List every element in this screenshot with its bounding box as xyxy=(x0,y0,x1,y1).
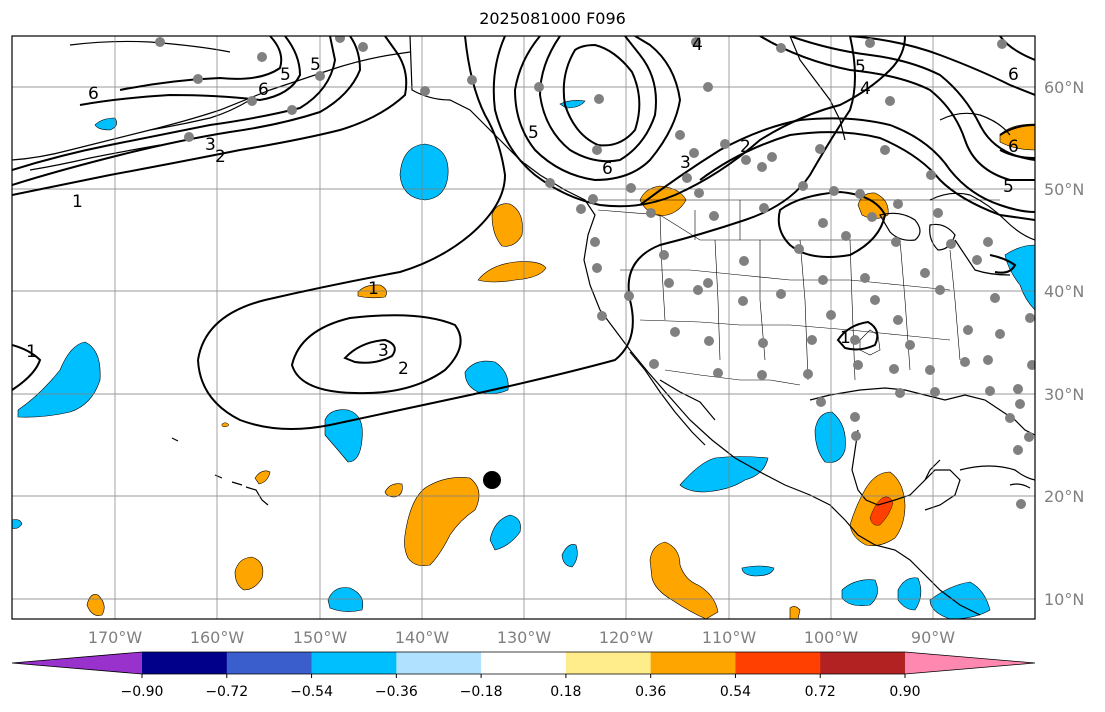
contour-label: 5 xyxy=(310,55,321,75)
colorbar-bin xyxy=(396,652,482,674)
colorbar-bin xyxy=(735,652,821,674)
contour-label: 1 xyxy=(840,328,851,348)
contour-label: 5 xyxy=(280,65,291,85)
lon-label: 140°W xyxy=(395,628,450,647)
contour-label: 4 xyxy=(692,35,703,55)
colorbar-tick-label: 0.72 xyxy=(805,684,836,700)
colorbar-bin xyxy=(226,652,313,674)
positive-anomaly-region xyxy=(491,203,523,247)
lat-label: 30°N xyxy=(1044,385,1084,404)
lon-label: 150°W xyxy=(293,628,348,647)
contour-label: 2 xyxy=(398,359,409,379)
negative-anomaly-region xyxy=(324,409,363,463)
colorbar-tick-label: −0.36 xyxy=(375,684,418,700)
latitude-labels: 60°N 50°N 40°N 30°N 20°N 10°N xyxy=(1044,78,1084,609)
negative-anomaly-region xyxy=(929,581,991,619)
station-markers xyxy=(155,36,1035,509)
colorbar-tick-label: −0.90 xyxy=(121,684,164,700)
storm-position-marker xyxy=(483,471,501,489)
negative-anomaly-region xyxy=(12,519,23,529)
negative-anomaly-region xyxy=(741,565,775,577)
colorbar-bin xyxy=(820,652,906,674)
contour-label: 1 xyxy=(368,279,379,299)
contour-label: 1 xyxy=(72,192,83,212)
map-frame xyxy=(11,35,1036,620)
contour-label: 5 xyxy=(855,57,866,77)
negative-anomaly-region xyxy=(561,544,578,568)
colorbar-bin xyxy=(481,652,567,674)
colorbar-tick-label: 0.90 xyxy=(889,684,920,700)
strong-positive-anomaly-region xyxy=(869,496,894,526)
contour-label: 3 xyxy=(378,341,389,361)
contour-label: 1 xyxy=(26,342,37,362)
contour-label: 6 xyxy=(1008,65,1019,85)
lon-label: 120°W xyxy=(599,628,654,647)
lat-label: 10°N xyxy=(1044,590,1084,609)
colorbar-bin xyxy=(142,652,228,674)
contour-labels: 6 5 3 2 1 1 1 3 2 4 5 6 2 3 6 5 4 5 6 6 … xyxy=(26,35,1019,379)
negative-anomaly-region xyxy=(94,117,117,131)
colorbar-bin xyxy=(565,652,652,674)
positive-anomaly-region xyxy=(649,541,719,619)
colorbar-tick-label: −0.72 xyxy=(205,684,248,700)
negative-anomaly-region xyxy=(327,587,364,612)
lat-label: 20°N xyxy=(1044,487,1084,506)
negative-anomaly-region xyxy=(464,360,509,394)
colorbar-bin xyxy=(12,652,142,674)
positive-anomaly-region xyxy=(254,470,271,485)
contour-label: 3 xyxy=(680,153,691,173)
anomaly-fills xyxy=(12,100,1035,619)
negative-anomaly-region xyxy=(897,577,922,611)
colorbar-tick-label: −0.18 xyxy=(460,684,503,700)
positive-anomaly-region xyxy=(86,594,105,616)
contour-label: 4 xyxy=(860,79,871,99)
lon-label: 100°W xyxy=(804,628,859,647)
positive-anomaly-region xyxy=(221,422,230,428)
lon-label: 160°W xyxy=(190,628,245,647)
lon-label: 110°W xyxy=(702,628,757,647)
colorbar-tick-label: −0.54 xyxy=(290,684,333,700)
anomaly-contours xyxy=(12,36,1035,430)
positive-anomaly-region xyxy=(404,477,480,566)
contour-label: 6 xyxy=(1008,137,1019,157)
contour-label: 3 xyxy=(205,135,216,155)
contour-label: 5 xyxy=(528,123,539,143)
gridlines xyxy=(12,36,1035,619)
negative-anomaly-region xyxy=(399,143,449,201)
lon-label: 170°W xyxy=(88,628,143,647)
lat-label: 50°N xyxy=(1044,180,1084,199)
colorbar-tick-label: 0.54 xyxy=(720,684,751,700)
contour-label: 2 xyxy=(215,147,226,167)
positive-anomaly-region xyxy=(477,261,547,283)
lat-label: 40°N xyxy=(1044,282,1084,301)
lon-label: 130°W xyxy=(497,628,552,647)
positive-anomaly-region xyxy=(789,606,801,619)
contour-label: 6 xyxy=(258,80,269,100)
colorbar-bin xyxy=(311,652,397,674)
contour-label: 6 xyxy=(88,84,99,104)
lat-label: 60°N xyxy=(1044,78,1084,97)
positive-anomaly-region xyxy=(234,556,264,591)
colorbar-bin xyxy=(905,652,1035,674)
colorbar-tick-label: 0.36 xyxy=(635,684,666,700)
contour-label: 2 xyxy=(740,137,751,157)
colorbar-tick-label: 0.18 xyxy=(550,684,581,700)
coastlines xyxy=(12,36,1035,616)
contour-label: 5 xyxy=(1003,177,1014,197)
negative-anomaly-region xyxy=(489,514,521,551)
negative-anomaly-region xyxy=(17,341,101,418)
negative-anomaly-region xyxy=(814,411,846,463)
map-title: 2025081000 F096 xyxy=(479,9,626,28)
longitude-labels: 170°W 160°W 150°W 140°W 130°W 120°W 110°… xyxy=(88,628,955,647)
contour-label: 6 xyxy=(602,159,613,179)
colorbar: −0.90 −0.72 −0.54 −0.36 −0.18 0.18 0.36 0.54 0.7… xyxy=(11,651,1036,700)
lon-label: 90°W xyxy=(911,628,955,647)
colorbar-bin xyxy=(650,652,736,674)
